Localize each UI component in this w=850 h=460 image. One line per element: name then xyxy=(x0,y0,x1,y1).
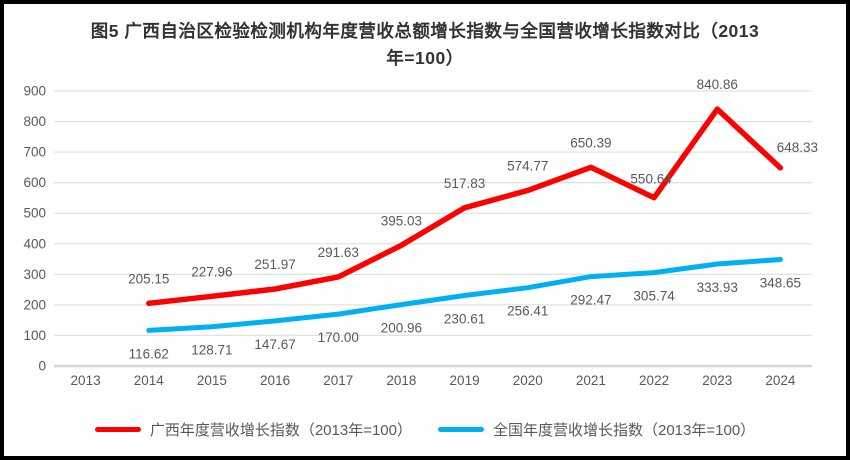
data-label: 116.62 xyxy=(129,346,169,361)
data-label: 230.61 xyxy=(444,312,485,327)
data-label: 227.96 xyxy=(191,264,232,279)
data-label: 517.83 xyxy=(444,176,485,191)
data-label: 840.86 xyxy=(697,77,738,92)
x-tick-label: 2015 xyxy=(197,373,227,388)
x-tick-label: 2014 xyxy=(134,373,165,388)
guangxi-series-label: 广西年度营收增长指数（2013年=100） xyxy=(149,422,412,439)
legend-item-guangxi[interactable]: 广西年度营收增长指数（2013年=100） xyxy=(94,419,412,440)
y-tick-label: 700 xyxy=(23,145,46,160)
data-label: 205.15 xyxy=(128,271,169,286)
data-label: 574.77 xyxy=(507,158,548,173)
data-label: 256.41 xyxy=(507,304,548,319)
x-tick-label: 2019 xyxy=(450,373,480,388)
y-tick-label: 400 xyxy=(23,236,46,251)
data-label: 170.00 xyxy=(318,330,359,345)
x-tick-label: 2024 xyxy=(765,373,796,388)
x-tick-label: 2018 xyxy=(386,373,416,388)
chart-title: 图5 广西自治区检验检测机构年度营收总额增长指数与全国营收增长指数对比（2013… xyxy=(90,21,760,69)
data-label: 395.03 xyxy=(381,213,422,228)
y-tick-label: 600 xyxy=(23,175,46,190)
x-tick-label: 2022 xyxy=(639,373,669,388)
national-series-label: 全国年度营收增长指数（2013年=100） xyxy=(493,422,756,439)
y-tick-label: 500 xyxy=(23,206,46,221)
x-tick-label: 2013 xyxy=(71,373,101,388)
y-tick-label: 800 xyxy=(23,114,46,129)
data-label: 650.39 xyxy=(570,135,611,150)
data-label: 291.63 xyxy=(318,245,359,260)
y-tick-label: 900 xyxy=(23,84,46,99)
data-label: 550.64 xyxy=(630,172,672,187)
y-tick-label: 200 xyxy=(23,297,46,312)
data-label: 251.97 xyxy=(254,257,295,272)
data-label: 292.47 xyxy=(570,293,611,308)
data-label: 128.71 xyxy=(191,343,232,358)
x-tick-label: 2017 xyxy=(323,373,353,388)
y-tick-label: 0 xyxy=(38,359,46,374)
data-label: 147.67 xyxy=(254,337,295,352)
x-tick-label: 2020 xyxy=(513,373,543,388)
national-series-swatch xyxy=(438,427,484,432)
data-label: 648.33 xyxy=(777,140,818,155)
chart-legend: 广西年度营收增长指数（2013年=100） 全国年度营收增长指数（2013年=1… xyxy=(4,419,846,440)
x-tick-label: 2023 xyxy=(702,373,732,388)
x-tick-label: 2016 xyxy=(260,373,290,388)
data-label: 333.93 xyxy=(697,280,738,295)
legend-item-national[interactable]: 全国年度营收增长指数（2013年=100） xyxy=(438,419,755,440)
x-tick-label: 2021 xyxy=(576,373,606,388)
series-line-1[interactable] xyxy=(146,257,783,333)
y-tick-label: 300 xyxy=(23,267,46,282)
data-label: 305.74 xyxy=(633,289,675,304)
y-tick-label: 100 xyxy=(23,328,46,343)
guangxi-series-swatch xyxy=(94,427,141,432)
data-label: 200.96 xyxy=(381,321,422,336)
data-label: 348.65 xyxy=(760,275,801,290)
chart-plot-area: 0 100 200 300 400 500 600 700 800 900 2013 2014 2015… xyxy=(23,77,818,388)
series-line-0[interactable] xyxy=(146,106,784,307)
